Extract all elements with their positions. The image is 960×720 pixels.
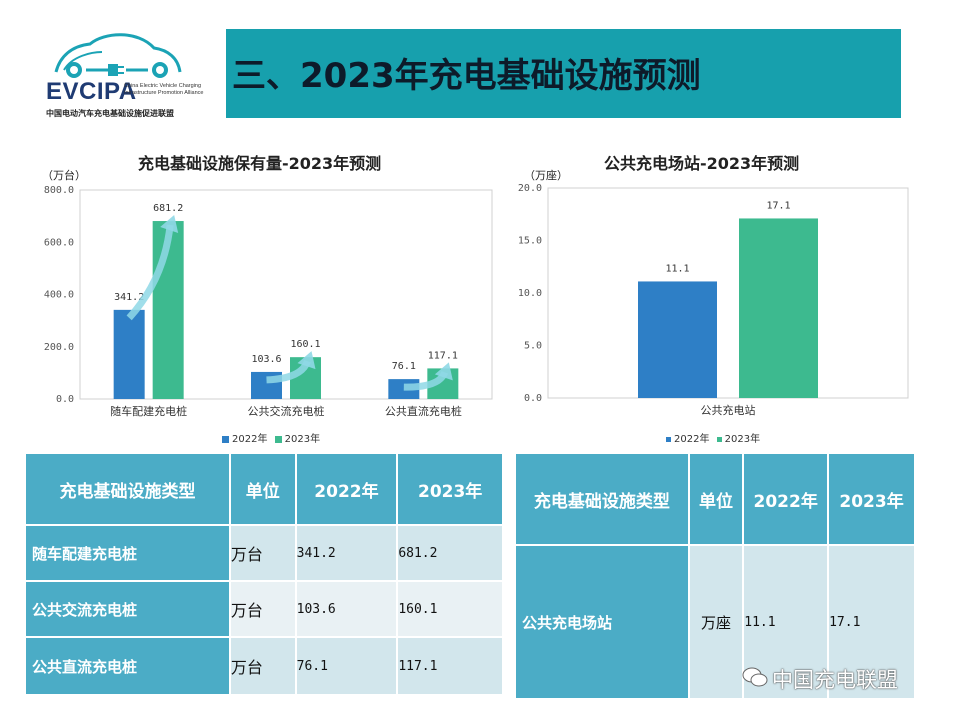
table1-header-type: 充电基础设施类型 [24, 452, 231, 526]
chart1-legend: 2022年 2023年 [222, 430, 320, 445]
legend-label-2022: 2022年 [232, 434, 268, 445]
row-2023: 681.2 [396, 524, 504, 582]
growth-arrow [126, 224, 174, 321]
watermark-text: 中国充电联盟 [772, 668, 898, 692]
plot-frame [547, 187, 909, 399]
data-label: 341.2 [114, 292, 144, 303]
row-unit: 万台 [228, 524, 297, 582]
chart2-plot: 0.0 5.0 10.0 15.0 20.0 公共充电站 11.1 17.1 [518, 183, 909, 417]
chart1-unit: （万台） [42, 169, 86, 182]
y-tick-label: 800.0 [44, 185, 74, 196]
table-row: 随车配建充电桩 万台 341.2 681.2 [24, 524, 504, 582]
row-type: 随车配建充电桩 [24, 524, 231, 582]
y-tick-label: 0.0 [56, 394, 74, 405]
chart2-unit: （万座） [524, 169, 568, 182]
infrastructure-table: 充电基础设施类型 单位 2022年 2023年 随车配建充电桩 万台 341.2… [24, 452, 504, 696]
row-2023: 117.1 [396, 636, 504, 696]
charging-station-table: 充电基础设施类型 单位 2022年 2023年 公共充电场站 万座 11.1 1… [514, 452, 916, 700]
y-tick-label: 20.0 [518, 183, 542, 194]
logo-subtitle: China Electric Vehicle Charging Infrastr… [124, 83, 204, 96]
row-2023: 160.1 [396, 580, 504, 638]
row-type: 公共充电场站 [514, 544, 690, 700]
row-2022: 341.2 [294, 524, 399, 582]
x-category-label: 随车配建充电桩 [110, 404, 187, 418]
page-title: 三、2023年充电基础设施预测 [232, 56, 701, 96]
wechat-icon [742, 667, 768, 687]
table1-header-2022: 2022年 [294, 452, 399, 526]
legend2-swatch-2023 [716, 436, 722, 442]
growth-arrow-head [434, 362, 453, 381]
legend2-label-2022: 2022年 [674, 434, 710, 445]
row-unit: 万台 [228, 580, 297, 638]
data-label: 76.1 [392, 361, 416, 372]
table2-header-2023: 2023年 [827, 452, 916, 546]
data-label: 11.1 [665, 263, 689, 274]
x-category-label: 公共充电站 [701, 403, 756, 417]
bar [113, 309, 145, 399]
chart1-plot: 0.0 200.0 400.0 600.0 800.0 随车配建充电桩 341.2 681.2… [44, 185, 493, 418]
table1-header-unit: 单位 [228, 452, 297, 526]
row-type: 公共直流充电桩 [24, 636, 231, 696]
table1-header-2023: 2023年 [396, 452, 504, 526]
evcipa-logo [54, 33, 182, 78]
bar [638, 281, 717, 398]
title-bar [226, 29, 901, 118]
y-tick-label: 0.0 [524, 393, 542, 404]
data-label: 160.1 [290, 339, 320, 350]
table-row: 公共充电场站 万座 11.1 17.1 [514, 544, 916, 700]
row-unit: 万座 [687, 544, 745, 700]
data-label: 103.6 [251, 354, 281, 365]
legend2-label-2023: 2023年 [724, 434, 761, 445]
y-tick-label: 15.0 [518, 236, 542, 247]
legend-label-2023: 2023年 [284, 434, 321, 445]
chart2-title: 公共充电场站-2023年预测 [604, 154, 800, 173]
table2-header-type: 充电基础设施类型 [514, 452, 690, 546]
table2-header-2022: 2022年 [742, 452, 830, 546]
logo-chinese-name: 中国电动汽车充电基础设施促进联盟 [46, 109, 174, 118]
y-tick-label: 200.0 [44, 342, 74, 353]
plot-frame [79, 189, 493, 400]
row-2023: 17.1 [827, 544, 916, 700]
x-category-label: 公共直流充电桩 [385, 404, 462, 418]
x-category-label: 公共交流充电桩 [248, 404, 325, 418]
legend-swatch-2022 [222, 435, 229, 443]
data-label: 681.2 [153, 203, 183, 214]
table-row: 公共交流充电桩 万台 103.6 160.1 [24, 580, 504, 638]
data-label: 117.1 [428, 350, 458, 361]
row-unit: 万台 [228, 636, 297, 696]
y-tick-label: 5.0 [524, 341, 542, 352]
chart2-legend: 2022年 2023年 [666, 430, 760, 445]
row-2022: 76.1 [294, 636, 399, 696]
row-2022: 103.6 [294, 580, 399, 638]
legend-swatch-2023 [274, 435, 282, 443]
bar [739, 218, 818, 398]
y-tick-label: 10.0 [518, 288, 542, 299]
table2-header-unit: 单位 [687, 452, 745, 546]
logo-wordmark: EVCIPA [46, 78, 137, 105]
row-type: 公共交流充电桩 [24, 580, 231, 638]
data-label: 17.1 [766, 200, 790, 211]
growth-arrow-head [297, 351, 316, 370]
table-row: 公共直流充电桩 万台 76.1 117.1 [24, 636, 504, 696]
legend2-swatch-2022 [666, 436, 671, 442]
y-tick-label: 400.0 [44, 290, 74, 301]
y-tick-label: 600.0 [44, 237, 74, 248]
chart1-title: 充电基础设施保有量-2023年预测 [138, 154, 382, 173]
growth-arrow-head [160, 215, 179, 234]
